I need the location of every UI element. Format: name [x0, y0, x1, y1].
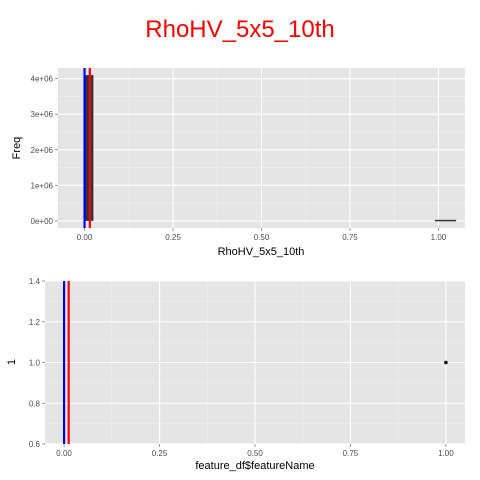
scatter-y-tick-label: 1.2 [29, 318, 41, 327]
histogram-x-tick-label: 0.25 [165, 233, 181, 242]
scatter-ticks: 0.00 0.25 0.50 0.75 1.00 0.6 0.8 1.0 1.2 1.4 [29, 277, 454, 458]
histogram-vlines [83, 68, 91, 228]
scatter-x-tick-label: 0.75 [343, 449, 359, 458]
scatter-points [444, 360, 448, 365]
scatter-y-axis-label: 1 [6, 359, 18, 365]
histogram-y-axis-label: Freq [11, 137, 23, 160]
histogram-bar [434, 219, 457, 222]
scatter-y-tick-label: 1.0 [29, 359, 41, 368]
chart-title: RhoHV_5x5_10th [145, 16, 334, 43]
histogram-x-tick-label: 0.75 [342, 233, 358, 242]
scatter-x-tick-label: 0.00 [56, 449, 72, 458]
scatter-x-tick-label: 1.00 [438, 449, 454, 458]
histogram-x-tick-label: 0.00 [77, 233, 93, 242]
scatter-panel: 0.00 0.25 0.50 0.75 1.00 0.6 0.8 1.0 1.2 1.4 feat… [6, 277, 465, 472]
scatter-y-tick-label: 0.8 [29, 399, 41, 408]
histogram-y-tick-label: 2e+06 [31, 146, 54, 155]
scatter-x-tick-label: 0.25 [152, 449, 168, 458]
histogram-x-tick-label: 1.00 [431, 233, 447, 242]
histogram-ticks: 0.00 0.25 0.50 0.75 1.00 0e+00 1e+06 2e+06 3e+06… [31, 75, 447, 242]
histogram-x-axis-label: RhoHV_5x5_10th [218, 246, 305, 258]
histogram-panel: 0.00 0.25 0.50 0.75 1.00 0e+00 1e+06 2e+06 3e+06… [11, 68, 465, 258]
scatter-y-tick-label: 1.4 [29, 277, 41, 286]
histogram-x-tick-label: 0.50 [254, 233, 270, 242]
scatter-point [444, 360, 448, 365]
histogram-y-tick-label: 0e+00 [31, 217, 54, 226]
scatter-y-tick-label: 0.6 [29, 440, 41, 449]
histogram-y-tick-label: 4e+06 [31, 75, 54, 84]
scatter-x-axis-label: feature_df$featureName [195, 460, 314, 472]
scatter-vlines [62, 281, 70, 444]
histogram-y-tick-label: 3e+06 [31, 110, 54, 119]
scatter-x-tick-label: 0.50 [247, 449, 263, 458]
histogram-y-tick-label: 1e+06 [31, 181, 54, 190]
